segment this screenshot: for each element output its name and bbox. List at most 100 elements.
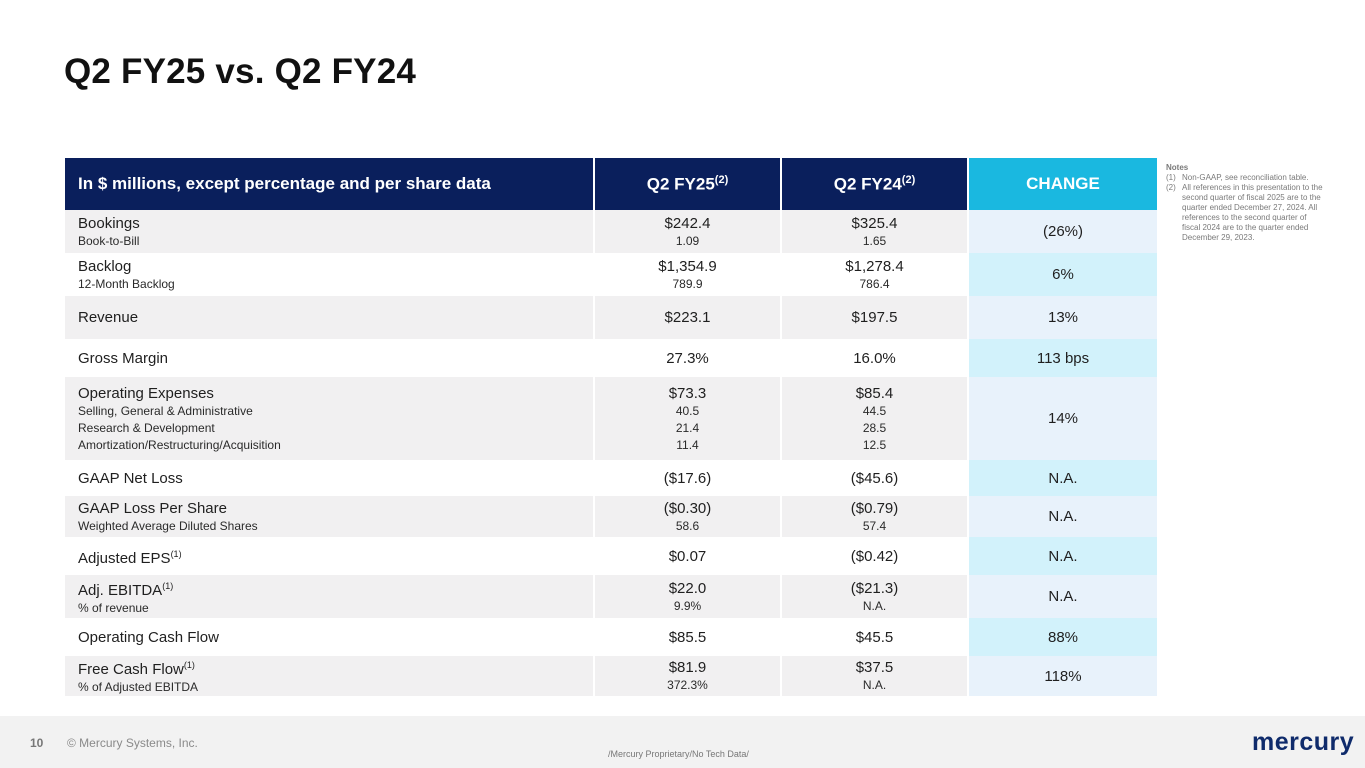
q2fy25-cell: $85.5 [594,618,782,656]
q2fy25-cell: ($17.6) [594,460,782,496]
row-label-cell: Gross Margin [65,339,595,377]
row-label: Bookings [78,214,593,233]
q2fy25-cell: $1,354.9 789.9 [594,253,782,296]
row-label: Adjusted EPS(1) [78,545,593,568]
q2fy25-value: $85.5 [668,628,707,646]
row-label: GAAP Loss Per Share [78,499,593,518]
q2fy25-value: $73.3 [668,384,707,402]
q2fy24-cell: 16.0% [781,339,969,377]
q2fy24-cell: ($21.3) N.A. [781,575,969,618]
financial-summary-table: In $ millions, except percentage and per… [65,158,1157,696]
header-q2fy24: Q2 FY24(2) [781,158,969,210]
row-label-cell: Adjusted EPS(1) [65,537,595,575]
q2fy24-value: $37.5 [855,659,894,676]
row-label-text: Free Cash Flow [78,661,184,678]
q2fy24-value: $197.5 [851,309,898,326]
row-sublabel: Amortization/Restructuring/Acquisition [78,437,281,452]
row-label-text: GAAP Net Loss [78,469,183,487]
q2fy25-value: 27.3% [666,349,709,367]
q2fy24-value: 16.0% [853,349,896,367]
change-cell: N.A. [968,575,1157,618]
q2fy24-subvalue: 1.65 [862,233,887,248]
q2fy25-subvalue: 1.09 [675,233,700,248]
header-q2fy25: Q2 FY25(2) [594,158,782,210]
table-row: Bookings Book-to-Bill $242.4 1.09 $325.4 1.65… [65,210,1157,253]
q2fy24-subvalue: 12.5 [862,437,887,452]
table-row: Operating Expenses Selling, General & Adm… [65,377,1157,460]
header-label: In $ millions, except percentage and per… [65,158,595,210]
q2fy25-value: $81.9 [668,659,707,676]
page-title: Q2 FY25 vs. Q2 FY24 [64,52,417,91]
q2fy24-value: ($0.79) [850,499,899,517]
q2fy25-cell: $73.3 40.5 21.4 11.4 [594,377,782,460]
change-cell: 14% [968,377,1157,460]
row-label-cell: Bookings Book-to-Bill [65,210,595,253]
q2fy24-cell: $325.4 1.65 [781,210,969,253]
q2fy24-cell: ($0.42) [781,537,969,575]
q2fy25-cell: $242.4 1.09 [594,210,782,253]
change-cell: (26%) [968,210,1157,253]
q2fy25-cell: $81.9 372.3% [594,656,782,696]
footnote-ref: (1) [170,548,182,559]
row-label: Gross Margin [78,349,593,368]
q2fy25-value: $1,354.9 [658,257,717,275]
q2fy24-cell: ($0.79) 57.4 [781,496,969,537]
q2fy24-subvalue: 28.5 [862,420,887,435]
row-label-text: Operating Expenses [78,384,214,402]
row-sublabel: % of revenue [78,600,149,615]
row-sublabel: Research & Development [78,420,215,435]
notes-panel: Notes (1) Non-GAAP, see reconciliation t… [1166,163,1326,243]
row-label: Operating Expenses [78,384,593,403]
row-label-text: Backlog [78,257,132,275]
q2fy24-value: $1,278.4 [845,257,904,275]
row-label-cell: GAAP Net Loss [65,460,595,496]
table-row: GAAP Loss Per Share Weighted Average Dilu… [65,496,1157,537]
q2fy24-cell: $45.5 [781,618,969,656]
row-sublabel: Weighted Average Diluted Shares [78,518,258,533]
q2fy25-value: $242.4 [664,214,711,232]
q2fy24-cell: ($45.6) [781,460,969,496]
row-label-text: Bookings [78,214,140,232]
q2fy24-subvalue: 44.5 [862,403,887,418]
q2fy25-subvalue: 372.3% [667,678,708,692]
q2fy25-value: ($17.6) [663,469,712,487]
row-label-text: Revenue [78,309,139,326]
q2fy24-value: ($0.42) [850,547,899,565]
row-label-text: Operating Cash Flow [78,628,219,646]
q2fy24-cell: $197.5 [781,296,969,339]
row-label-cell: Operating Expenses Selling, General & Adm… [65,377,595,460]
q2fy24-value: $325.4 [851,214,898,232]
row-label-cell: Revenue [65,296,595,339]
q2fy25-cell: ($0.30) 58.6 [594,496,782,537]
header-change: CHANGE [968,158,1157,210]
row-sublabel: 12-Month Backlog [78,276,175,291]
page-number: 10 [30,736,44,750]
q2fy24-subvalue: N.A. [862,598,887,613]
q2fy25-subvalue: 58.6 [675,518,700,533]
row-sublabel: % of Adjusted EBITDA [78,680,199,694]
change-cell: 118% [968,656,1157,696]
change-cell: 113 bps [968,339,1157,377]
q2fy24-cell: $85.4 44.5 28.5 12.5 [781,377,969,460]
table-row: Adjusted EPS(1) $0.07 ($0.42) N.A. [65,537,1157,575]
change-cell: 6% [968,253,1157,296]
q2fy24-subvalue: N.A. [862,678,887,692]
table-row: GAAP Net Loss ($17.6) ($45.6) N.A. [65,460,1157,496]
q2fy24-value: ($45.6) [850,469,899,487]
change-cell: N.A. [968,537,1157,575]
copyright: © Mercury Systems, Inc. [67,736,198,750]
row-label: GAAP Net Loss [78,469,593,488]
row-label-cell: Backlog 12-Month Backlog [65,253,595,296]
table-row: Backlog 12-Month Backlog $1,354.9 789.9 $1,2… [65,253,1157,296]
change-cell: 88% [968,618,1157,656]
q2fy25-value: $0.07 [668,547,707,565]
q2fy25-value: ($0.30) [663,499,712,517]
row-label: Backlog [78,257,593,276]
row-label-cell: Adj. EBITDA(1)% of revenue [65,575,595,618]
q2fy25-cell: 27.3% [594,339,782,377]
row-label-text: Adj. EBITDA [78,581,163,599]
q2fy24-value: $45.5 [855,628,894,646]
q2fy25-subvalue: 9.9% [673,598,702,613]
change-cell: N.A. [968,460,1157,496]
row-label-text: Gross Margin [78,349,169,367]
